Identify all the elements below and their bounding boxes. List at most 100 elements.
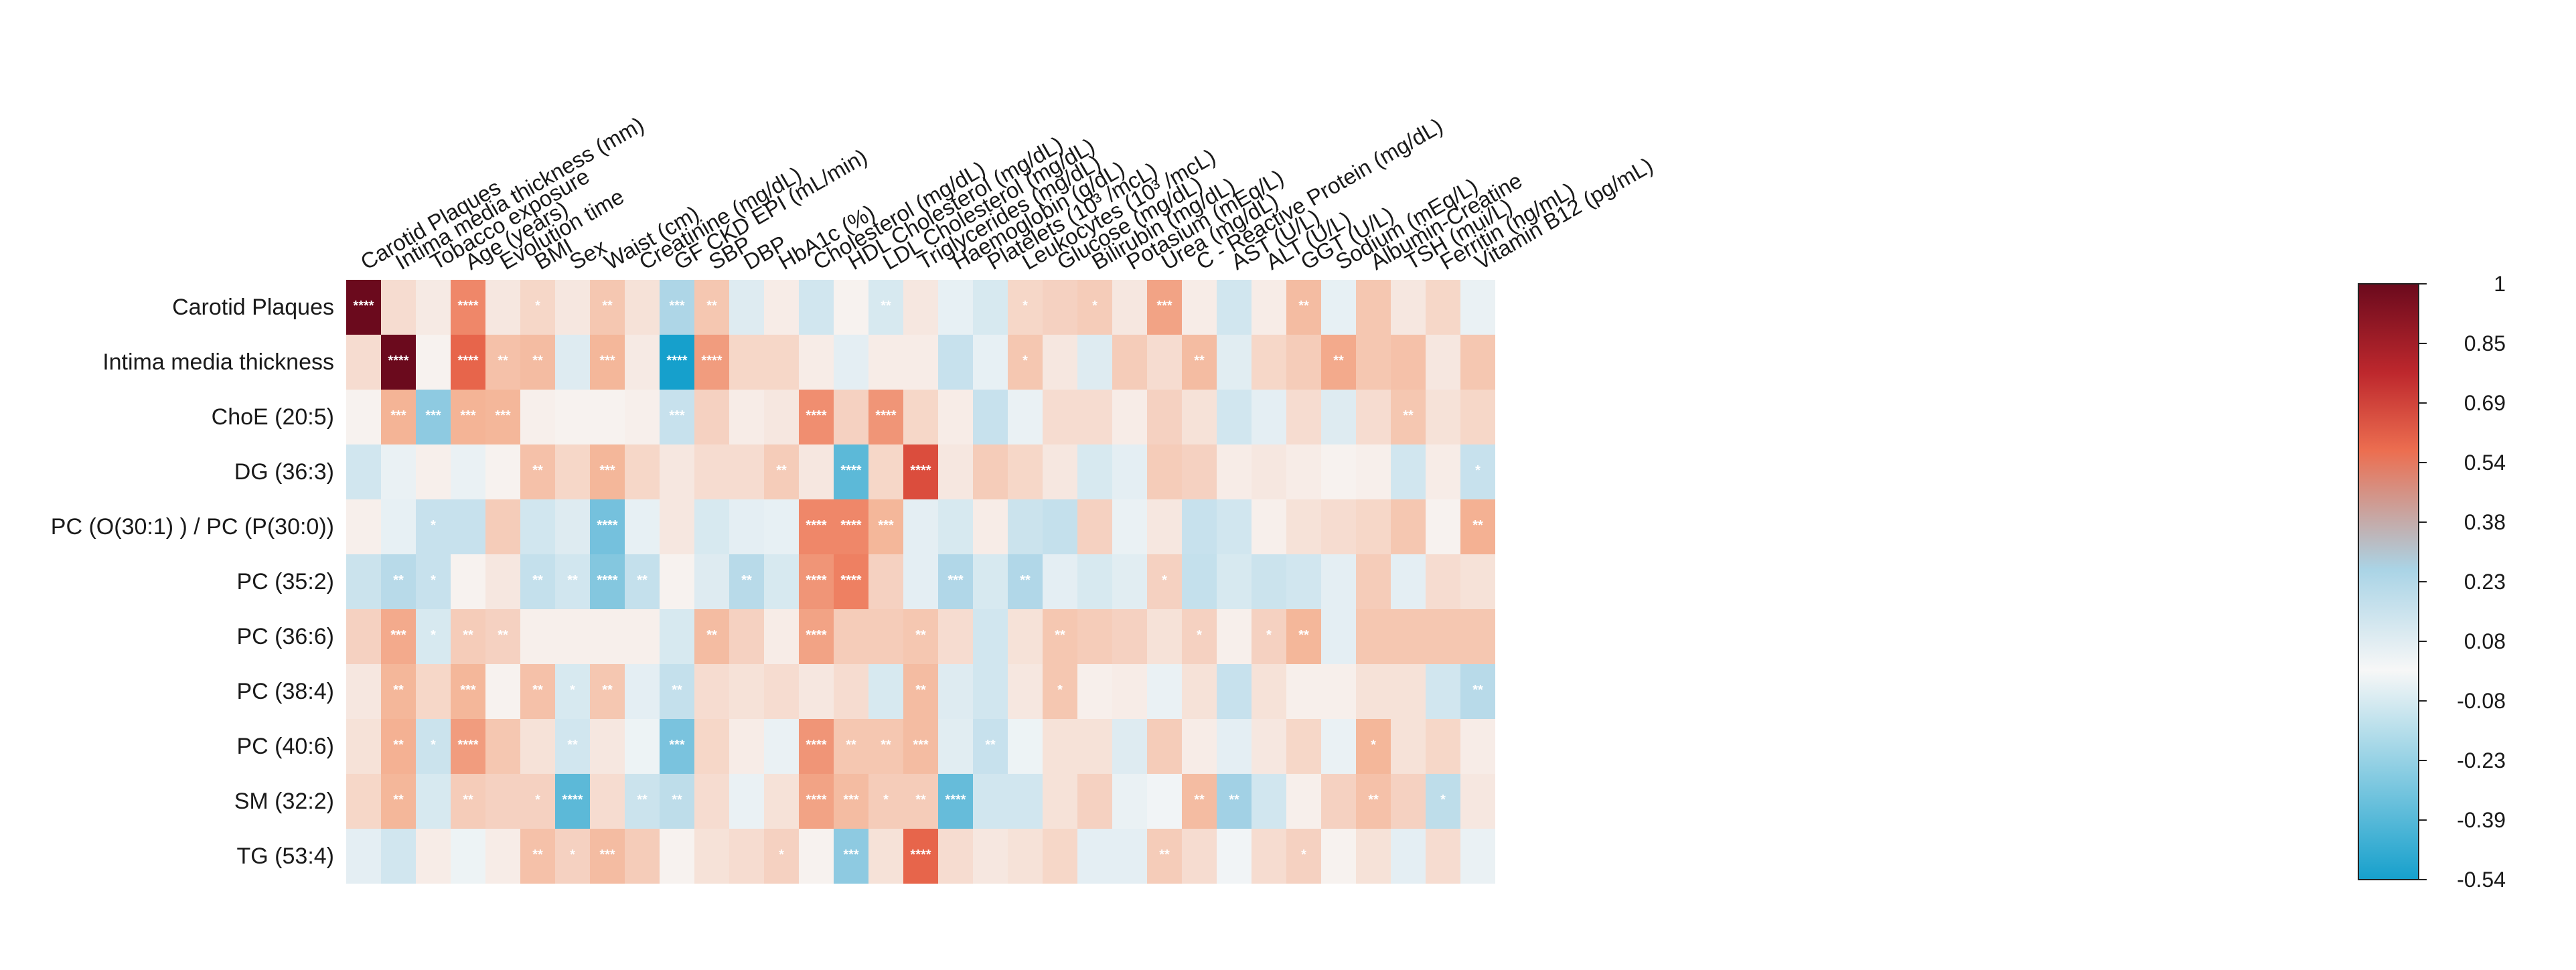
heatmap-cell xyxy=(1182,554,1217,609)
heatmap-cell xyxy=(381,499,416,554)
heatmap-cell xyxy=(938,719,973,774)
significance-marker: **** xyxy=(666,353,687,368)
heatmap-cell xyxy=(625,664,660,719)
heatmap-cell xyxy=(381,664,416,719)
heatmap-cell xyxy=(346,499,381,554)
heatmap-cell xyxy=(1043,774,1077,829)
heatmap-cell xyxy=(903,444,938,499)
heatmap-cell xyxy=(973,444,1008,499)
heatmap-cell xyxy=(660,335,694,390)
significance-marker: *** xyxy=(390,628,406,643)
heatmap-cell xyxy=(1147,719,1182,774)
heatmap-cell xyxy=(1426,719,1460,774)
significance-marker: **** xyxy=(806,738,826,752)
significance-marker: ** xyxy=(706,628,717,643)
significance-marker: ** xyxy=(672,683,682,698)
heatmap-cell xyxy=(1008,829,1043,884)
heatmap-cell xyxy=(834,609,868,664)
heatmap-cell xyxy=(1077,609,1112,664)
heatmap-cell xyxy=(1112,280,1147,335)
heatmap-cell xyxy=(694,719,729,774)
heatmap-cell xyxy=(764,774,799,829)
heatmap-cell xyxy=(1077,719,1112,774)
heatmap-cell xyxy=(625,774,660,829)
heatmap-cell xyxy=(694,774,729,829)
heatmap-cell xyxy=(1043,554,1077,609)
significance-marker: ** xyxy=(532,847,543,862)
significance-marker: * xyxy=(1301,847,1306,862)
heatmap-cell xyxy=(1460,664,1495,719)
heatmap-cell xyxy=(938,554,973,609)
heatmap-cell xyxy=(903,829,938,884)
significance-marker: * xyxy=(883,793,889,807)
significance-marker: ** xyxy=(393,793,404,807)
heatmap-cell xyxy=(1043,609,1077,664)
heatmap-cell xyxy=(660,609,694,664)
heatmap-cell xyxy=(1182,609,1217,664)
heatmap-cell xyxy=(1008,390,1043,444)
heatmap-cell xyxy=(799,390,834,444)
significance-marker: ** xyxy=(1298,628,1309,643)
heatmap-cell xyxy=(555,280,590,335)
significance-marker: ** xyxy=(741,573,752,588)
heatmap-cell xyxy=(764,664,799,719)
heatmap-cell xyxy=(729,774,764,829)
significance-marker: * xyxy=(1162,573,1167,588)
heatmap-cell xyxy=(903,664,938,719)
heatmap-cell xyxy=(1286,335,1321,390)
heatmap-cell xyxy=(973,609,1008,664)
heatmap-cell xyxy=(381,390,416,444)
heatmap-cell xyxy=(1286,719,1321,774)
significance-marker: *** xyxy=(390,408,406,423)
heatmap-cell xyxy=(555,499,590,554)
significance-marker: **** xyxy=(457,299,478,313)
heatmap-cell xyxy=(694,664,729,719)
heatmap-cell xyxy=(1008,335,1043,390)
heatmap-cell xyxy=(1252,499,1286,554)
significance-marker: *** xyxy=(460,683,476,698)
heatmap-cell xyxy=(1043,719,1077,774)
significance-marker: ** xyxy=(602,683,613,698)
significance-marker: ** xyxy=(532,573,543,588)
heatmap-cell xyxy=(834,774,868,829)
heatmap-cell xyxy=(729,499,764,554)
heatmap-cell xyxy=(973,774,1008,829)
heatmap-cell xyxy=(1321,774,1356,829)
significance-marker: * xyxy=(1440,793,1446,807)
heatmap-cell xyxy=(590,554,625,609)
significance-marker: ** xyxy=(393,683,404,698)
heatmap-cell xyxy=(764,719,799,774)
heatmap-cell xyxy=(729,664,764,719)
heatmap-cell xyxy=(590,335,625,390)
heatmap-cell xyxy=(834,829,868,884)
significance-marker: **** xyxy=(910,847,931,862)
heatmap-cell xyxy=(1391,719,1426,774)
heatmap-cell xyxy=(694,335,729,390)
heatmap-cell xyxy=(1252,609,1286,664)
heatmap-cell xyxy=(1147,499,1182,554)
heatmap-cell xyxy=(625,609,660,664)
heatmap-cell xyxy=(1182,390,1217,444)
heatmap-cell xyxy=(903,719,938,774)
heatmap-cell xyxy=(1356,335,1391,390)
significance-marker: ** xyxy=(637,793,648,807)
heatmap-cell xyxy=(485,280,520,335)
heatmap-cell xyxy=(1286,609,1321,664)
heatmap-cell xyxy=(868,664,903,719)
heatmap-cell xyxy=(1077,390,1112,444)
heatmap-cell xyxy=(555,719,590,774)
heatmap-cell xyxy=(346,390,381,444)
heatmap-cell xyxy=(1252,335,1286,390)
heatmap-cell xyxy=(764,829,799,884)
colorbar-tick-label: -0.54 xyxy=(2457,868,2506,892)
heatmap-cell xyxy=(729,609,764,664)
colorbar: 1 0.85 0.69 0.54 0.38 0.23 0.08 -0.08 -0.23 -0.39… xyxy=(2358,272,2506,892)
significance-marker: *** xyxy=(948,573,964,588)
heatmap-cell xyxy=(1252,664,1286,719)
heatmap-cell xyxy=(1008,554,1043,609)
significance-marker: ** xyxy=(463,628,473,643)
significance-marker: ** xyxy=(915,628,926,643)
heatmap-cell xyxy=(1043,829,1077,884)
heatmap-cell xyxy=(1077,829,1112,884)
colorbar-ticks: 1 0.85 0.69 0.54 0.38 0.23 0.08 -0.08 -0.23 -0.39… xyxy=(2419,272,2506,892)
